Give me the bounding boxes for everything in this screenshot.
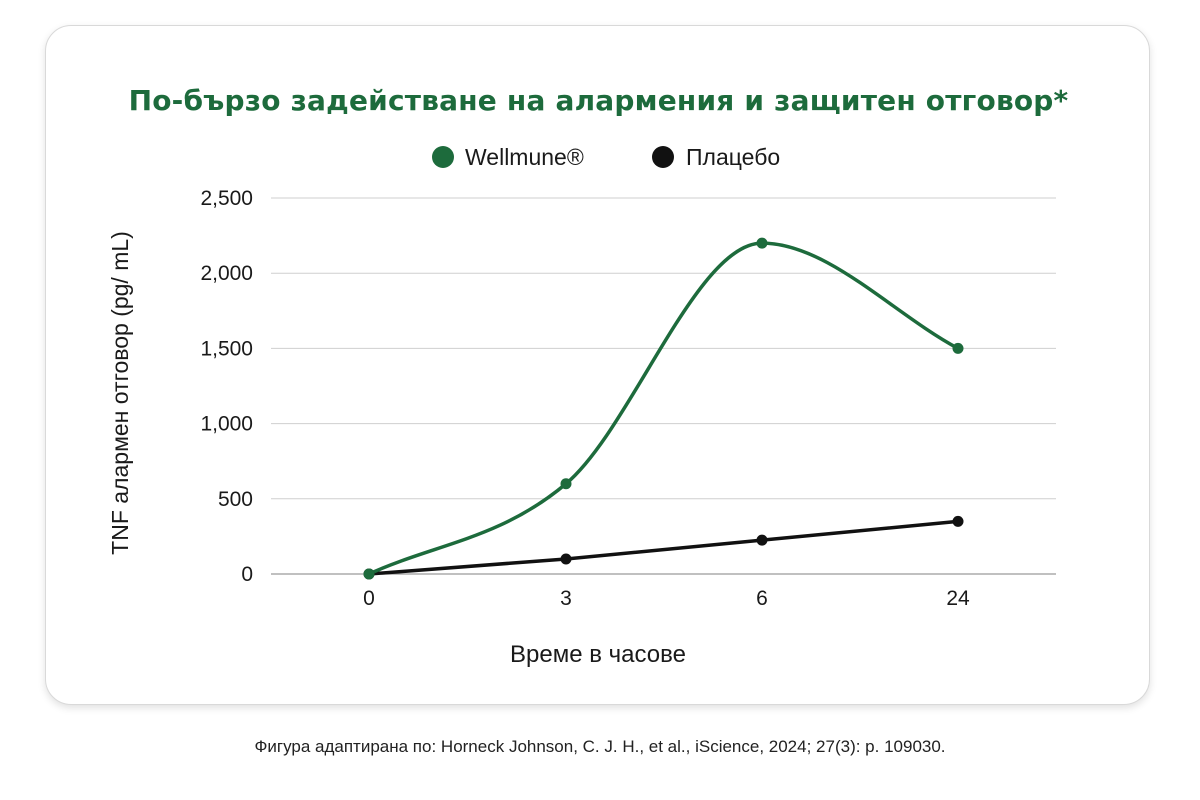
data-point-wellmune	[952, 342, 964, 354]
chart-title: По-бързо задействане на алармения и защи…	[128, 84, 1069, 117]
line-chart: 0 500 1,000 1,500 2,000 2,500 0 3 6 24 Време в час…	[107, 144, 1056, 668]
x-tick-label: 3	[560, 587, 572, 610]
series-line-wellmune	[367, 241, 960, 576]
y-axis-label: TNF алармен отговор (pg/ mL)	[107, 231, 133, 555]
chart-card: По-бързо задействане на алармения и защи…	[45, 25, 1150, 705]
legend-marker	[432, 146, 454, 168]
data-point-placebo	[952, 515, 964, 527]
series-line-placebo	[367, 519, 960, 576]
y-tick-label: 1,000	[200, 413, 253, 436]
legend-label: Плацебо	[686, 144, 780, 170]
data-point-wellmune	[363, 568, 375, 580]
data-point-placebo	[756, 534, 768, 546]
data-point-wellmune	[756, 237, 768, 249]
y-tick-label: 2,500	[200, 187, 253, 210]
x-tick-label: 24	[946, 587, 970, 610]
data-point-wellmune	[560, 478, 572, 490]
legend-marker	[652, 146, 674, 168]
y-tick-label: 0	[241, 563, 253, 586]
y-tick-label: 2,000	[200, 262, 253, 285]
source-caption: Фигура адаптирана по: Horneck Johnson, C…	[254, 737, 946, 756]
legend-label: Wellmune®	[465, 144, 584, 170]
y-tick-label: 1,500	[200, 337, 253, 360]
x-axis-label: Време в часове	[510, 641, 686, 668]
x-tick-label: 0	[363, 587, 375, 610]
x-tick-label: 6	[756, 587, 768, 610]
y-tick-label: 500	[218, 488, 253, 511]
data-point-placebo	[560, 553, 572, 565]
